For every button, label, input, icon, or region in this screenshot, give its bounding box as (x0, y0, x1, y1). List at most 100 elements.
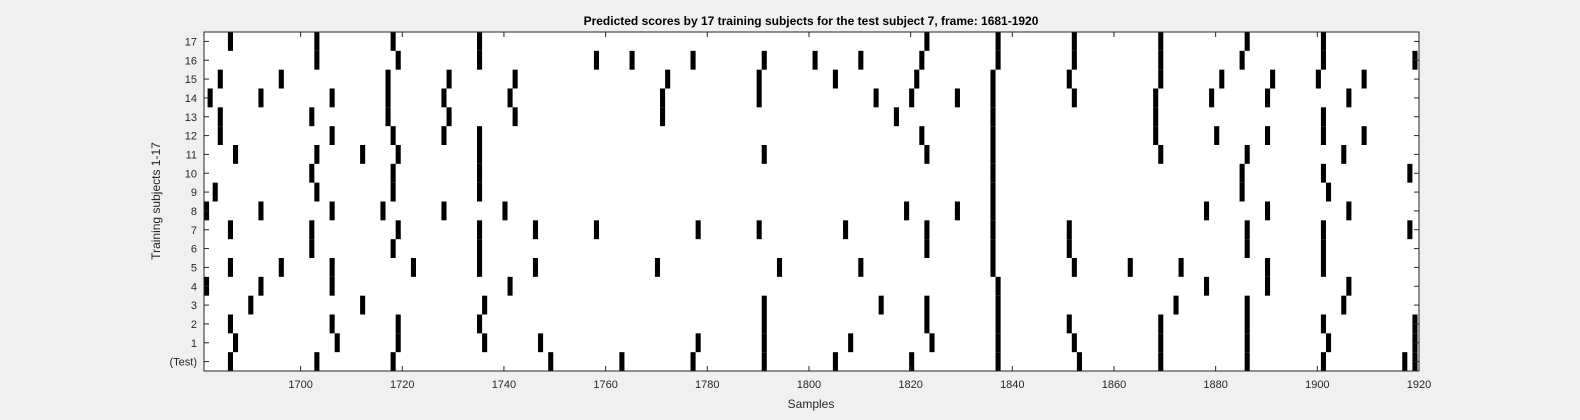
score-mark (233, 145, 239, 164)
score-mark (1071, 32, 1077, 51)
score-mark (776, 258, 783, 277)
score-mark (1214, 126, 1220, 145)
score-mark (695, 333, 701, 353)
score-mark (1244, 333, 1250, 353)
score-mark (1244, 352, 1250, 371)
score-mark (995, 333, 1001, 353)
score-mark (761, 314, 767, 334)
score-mark (390, 352, 396, 371)
score-mark (690, 352, 696, 371)
x-tick-label: 1760 (593, 379, 617, 391)
score-mark (217, 107, 223, 127)
y-tick-label: 6 (191, 244, 197, 256)
score-mark (482, 295, 488, 315)
score-mark (1209, 88, 1215, 108)
score-mark (446, 69, 452, 89)
score-mark (1071, 88, 1077, 108)
score-mark (1320, 50, 1326, 70)
score-mark (1264, 88, 1271, 108)
score-mark (1320, 32, 1326, 51)
score-mark (1158, 50, 1164, 70)
score-mark (477, 145, 483, 164)
score-mark (532, 220, 539, 240)
score-mark (227, 314, 233, 334)
score-mark (360, 145, 366, 164)
score-mark (1325, 182, 1332, 202)
score-mark (995, 32, 1001, 51)
score-mark (217, 126, 223, 145)
score-mark (477, 126, 483, 145)
x-tick-label: 1780 (695, 379, 719, 391)
score-mark (1066, 220, 1072, 240)
x-tick-label: 1860 (1102, 379, 1126, 391)
score-mark (441, 126, 447, 145)
score-mark (314, 50, 320, 70)
score-mark (329, 88, 335, 108)
score-mark (1158, 333, 1164, 353)
y-tick-label: 17 (185, 36, 197, 48)
score-mark (904, 201, 910, 221)
score-mark (477, 258, 483, 277)
y-tick-label: 1 (191, 338, 197, 350)
score-mark (1244, 295, 1250, 315)
score-mark (1071, 50, 1077, 70)
x-tick-label: 1720 (390, 379, 414, 391)
score-mark (1219, 69, 1225, 89)
score-mark (482, 333, 488, 353)
score-mark (477, 239, 483, 258)
y-tick-label: (Test) (170, 357, 198, 369)
score-mark (1153, 88, 1159, 108)
score-mark (1178, 258, 1184, 277)
score-mark (909, 352, 915, 371)
score-mark (512, 107, 518, 127)
score-mark (1071, 333, 1077, 353)
score-mark (278, 258, 284, 277)
score-mark (1320, 314, 1326, 334)
score-mark (314, 145, 320, 164)
score-mark (1239, 163, 1245, 183)
score-mark (360, 295, 366, 315)
score-mark (217, 69, 223, 89)
score-mark (1402, 352, 1408, 371)
score-mark (548, 352, 554, 371)
plot-border (203, 31, 1420, 372)
x-tick-label: 1840 (1000, 379, 1024, 391)
score-mark (761, 295, 767, 315)
score-mark (1203, 201, 1210, 221)
score-mark (1341, 295, 1347, 315)
score-mark (329, 276, 335, 296)
score-mark (1346, 276, 1352, 296)
score-mark (1346, 88, 1352, 108)
score-mark (1407, 220, 1413, 240)
score-mark (258, 201, 264, 221)
score-mark (385, 69, 391, 89)
score-mark (593, 220, 600, 240)
score-mark (629, 50, 635, 70)
x-tick-label: 1700 (288, 379, 312, 391)
score-mark (1153, 126, 1159, 145)
y-tick-label: 15 (185, 74, 197, 86)
score-mark (995, 314, 1001, 334)
score-mark (309, 220, 315, 240)
score-mark (914, 69, 920, 89)
score-mark (1239, 182, 1245, 202)
score-mark (924, 239, 930, 258)
score-mark (1270, 69, 1276, 89)
score-mark (390, 126, 396, 145)
score-mark (390, 239, 396, 258)
score-mark (1158, 314, 1164, 334)
score-mark (507, 88, 513, 108)
score-mark (878, 295, 884, 315)
score-mark (990, 145, 996, 164)
score-mark (995, 352, 1001, 371)
score-mark (990, 258, 996, 277)
score-mark (441, 201, 447, 221)
score-mark (1127, 258, 1133, 277)
score-mark (395, 220, 401, 240)
score-mark (233, 333, 239, 353)
score-mark (227, 258, 233, 277)
score-mark (1244, 220, 1250, 240)
data-marks (204, 32, 1418, 371)
y-tick-label: 16 (185, 55, 197, 67)
